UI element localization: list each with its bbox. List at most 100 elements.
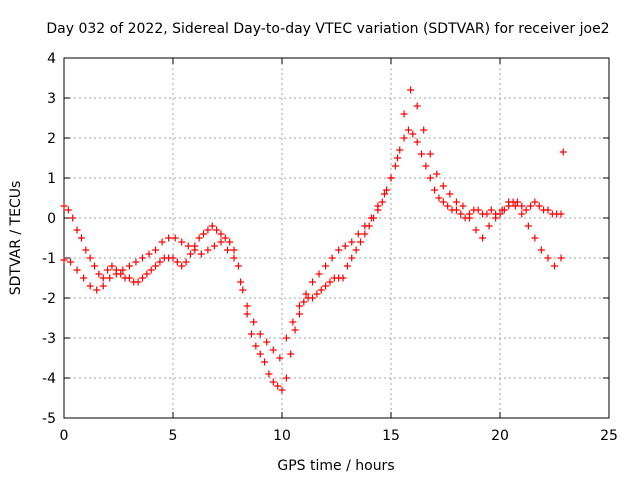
data-point — [420, 126, 428, 134]
data-point — [380, 190, 388, 198]
data-point — [173, 258, 181, 266]
data-point — [171, 234, 179, 242]
data-point — [446, 190, 454, 198]
y-tick-label: -2 — [42, 291, 56, 307]
data-point — [239, 286, 247, 294]
axis-ticks: 0 5 10 15 20 25 -5 -4 -3 -2 -1 0 1 2 3 4 — [42, 51, 618, 444]
y-tick-label: -5 — [42, 411, 56, 427]
data-point — [226, 238, 234, 246]
data-point — [86, 282, 94, 290]
data-point — [282, 374, 290, 382]
data-point — [487, 206, 495, 214]
data-point — [505, 198, 513, 206]
data-point — [178, 238, 186, 246]
data-point — [69, 214, 77, 222]
data-point — [230, 254, 238, 262]
data-point — [250, 318, 258, 326]
data-point — [492, 214, 500, 222]
data-point — [156, 258, 164, 266]
x-axis-label: GPS time / hours — [277, 458, 394, 474]
data-point — [551, 262, 558, 270]
y-tick-label: -3 — [42, 331, 56, 347]
data-point — [315, 270, 323, 278]
data-point — [537, 246, 545, 254]
data-point — [184, 242, 192, 250]
data-point — [134, 278, 142, 286]
data-point — [265, 370, 273, 378]
data-point — [378, 198, 386, 206]
data-point — [256, 350, 264, 358]
data-point — [439, 198, 447, 206]
data-point — [518, 202, 526, 210]
series-SDTVAR — [60, 126, 567, 394]
data-point — [210, 242, 218, 250]
data-point — [511, 202, 519, 210]
data-point — [278, 386, 286, 394]
data-point — [274, 382, 282, 390]
data-point — [86, 254, 94, 262]
data-point — [125, 274, 133, 282]
data-point — [544, 206, 552, 214]
data-point — [145, 250, 153, 258]
data-point — [158, 238, 166, 246]
data-point — [200, 230, 208, 238]
data-point — [322, 262, 330, 270]
data-point — [339, 274, 347, 282]
data-point — [138, 254, 146, 262]
data-point — [230, 246, 238, 254]
y-tick-label: -4 — [42, 371, 56, 387]
data-point — [527, 202, 535, 210]
data-point — [295, 302, 303, 310]
data-point — [356, 238, 364, 246]
data-point — [367, 214, 375, 222]
data-point — [535, 202, 543, 210]
x-tick-label: 10 — [273, 428, 291, 444]
data-point — [444, 202, 452, 210]
data-point — [435, 194, 443, 202]
data-point — [452, 198, 460, 206]
data-point — [498, 206, 506, 214]
x-tick-label: 5 — [169, 428, 178, 444]
data-point — [217, 230, 225, 238]
data-point — [426, 150, 434, 158]
data-point — [213, 226, 221, 234]
y-tick-label: 0 — [47, 211, 56, 227]
data-point — [269, 378, 277, 386]
data-point — [224, 246, 231, 254]
data-point — [309, 294, 317, 302]
data-point — [361, 230, 369, 238]
data-point — [433, 170, 441, 178]
data-point — [143, 270, 151, 278]
data-point — [483, 210, 491, 218]
data-point — [465, 214, 473, 222]
x-tick-label: 15 — [382, 428, 400, 444]
data-point — [182, 258, 190, 266]
data-point — [485, 222, 493, 230]
data-point — [261, 358, 269, 366]
data-point — [197, 250, 205, 258]
x-tick-label: 0 — [60, 428, 69, 444]
data-point — [513, 198, 521, 206]
data-point — [99, 274, 107, 282]
data-point — [269, 346, 277, 354]
data-point — [348, 238, 356, 246]
data-point — [276, 354, 284, 362]
data-point — [341, 242, 349, 250]
data-point — [326, 278, 334, 286]
y-tick-label: -1 — [42, 251, 56, 267]
data-point — [60, 202, 68, 210]
data-point — [354, 230, 362, 238]
data-point — [106, 274, 114, 282]
data-point — [295, 310, 303, 318]
data-point — [387, 174, 395, 182]
data-point — [152, 246, 160, 254]
data-point — [60, 256, 68, 264]
data-point — [557, 254, 565, 262]
data-point — [479, 234, 487, 242]
grid — [64, 58, 609, 418]
data-point — [544, 254, 552, 262]
data-point — [291, 326, 299, 334]
data-point — [247, 330, 255, 338]
data-point — [496, 210, 504, 218]
data-point — [418, 150, 426, 158]
